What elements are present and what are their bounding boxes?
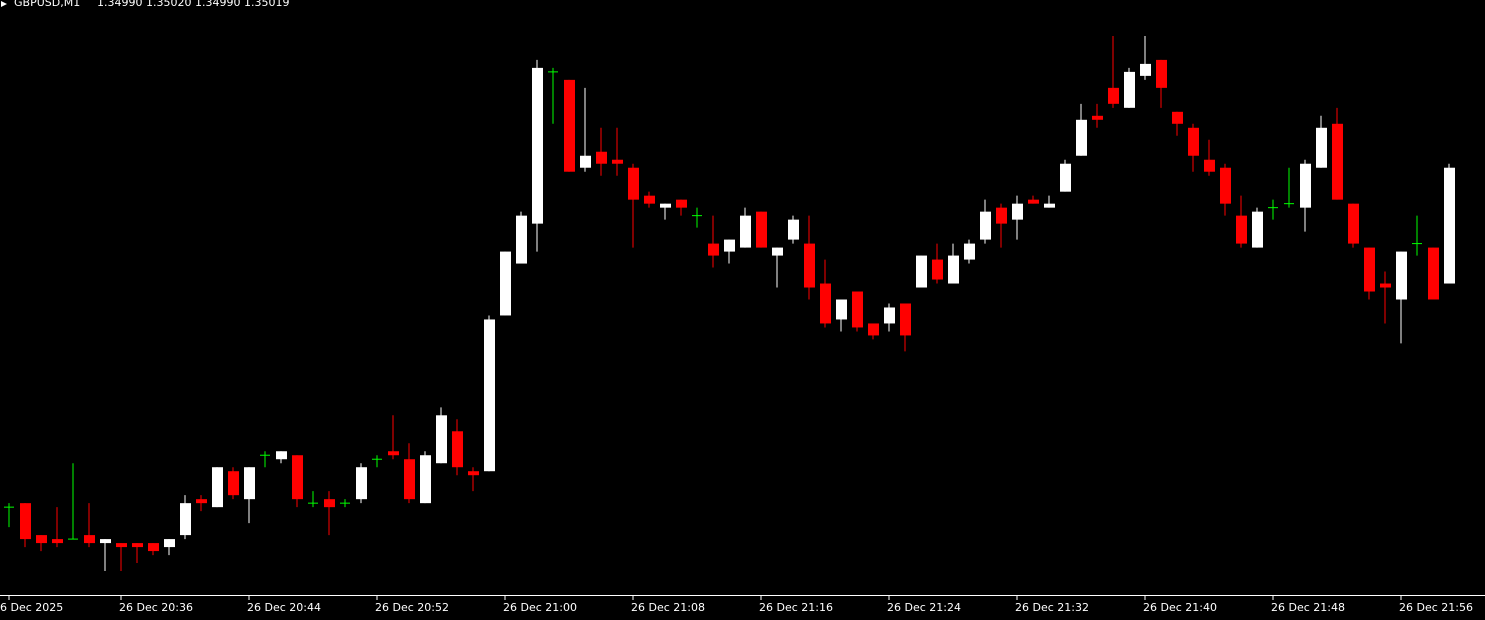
candle-body (1124, 71, 1135, 108)
candle-body (180, 503, 191, 536)
candle-body (1348, 203, 1359, 244)
candle-body (276, 451, 287, 460)
candle-body (1204, 159, 1215, 172)
candle-body (1316, 127, 1327, 168)
candle-body (1044, 203, 1055, 208)
candle-body (20, 503, 31, 540)
candle-body (980, 211, 991, 240)
candle-body (804, 243, 815, 288)
candle-body (452, 431, 463, 468)
candle-body (1364, 247, 1375, 292)
candle-body (500, 251, 511, 316)
candle-body (756, 211, 767, 248)
candle-body (1236, 215, 1247, 244)
candle-body (116, 543, 127, 548)
candle-body (1108, 87, 1119, 104)
candle-body (948, 255, 959, 284)
candle-body (1060, 163, 1071, 192)
candle-body (404, 459, 415, 500)
candle-body (644, 195, 655, 204)
candle-body (964, 243, 975, 260)
candle-body (740, 215, 751, 248)
candle-body (772, 247, 783, 256)
x-tick-label: 26 Dec 21:16 (759, 601, 833, 614)
candle-body (1380, 283, 1391, 288)
candle-body (1028, 199, 1039, 204)
candle-body (420, 455, 431, 504)
candle-body (484, 319, 495, 472)
x-tick-label: 26 Dec 20:44 (247, 601, 321, 614)
candle-body (900, 303, 911, 336)
candle-body (324, 499, 335, 508)
candle-body (244, 467, 255, 500)
x-tick-label: 26 Dec 21:24 (887, 601, 961, 614)
candle-body (724, 239, 735, 252)
candle-body (1220, 167, 1231, 204)
candle-body (916, 255, 927, 288)
candle-body (788, 219, 799, 240)
chart-title: GBPUSD,M1 (14, 0, 80, 9)
candle-body (1172, 111, 1183, 124)
candle-body (228, 471, 239, 496)
x-tick-label: 26 Dec 21:48 (1271, 601, 1345, 614)
candle-body (84, 535, 95, 544)
candle-body (1012, 203, 1023, 220)
candle-body (676, 199, 687, 208)
candle-body (148, 543, 159, 552)
x-tick-label: 26 Dec 21:40 (1143, 601, 1217, 614)
candle-body (836, 299, 847, 320)
candle-body (628, 167, 639, 200)
candle-body (596, 151, 607, 164)
x-tick-label: 6 Dec 2025 (0, 601, 63, 614)
candle-body (1428, 247, 1439, 300)
candle-body (1444, 167, 1455, 284)
symbol-icon (1, 1, 7, 7)
candle-body (884, 307, 895, 324)
candle-body (1140, 63, 1151, 76)
candle-body (52, 539, 63, 544)
candle-body (436, 415, 447, 464)
candle-body (1332, 123, 1343, 200)
candle-body (1252, 211, 1263, 248)
candle-body (532, 67, 543, 224)
candle-body (132, 543, 143, 548)
x-tick-label: 26 Dec 21:56 (1399, 601, 1473, 614)
candle-body (100, 539, 111, 544)
candle-body (36, 535, 47, 544)
candle-body (388, 451, 399, 456)
candle-body (1188, 127, 1199, 156)
x-tick-label: 26 Dec 21:08 (631, 601, 705, 614)
x-tick-label: 26 Dec 21:00 (503, 601, 577, 614)
candle-body (708, 243, 719, 256)
candle-body (564, 79, 575, 172)
x-tick-label: 26 Dec 21:32 (1015, 601, 1089, 614)
candle-body (196, 499, 207, 504)
candle-body (292, 455, 303, 500)
x-tick-label: 26 Dec 20:36 (119, 601, 193, 614)
candle-body (356, 467, 367, 500)
candle-body (996, 207, 1007, 224)
candle-body (580, 155, 591, 168)
candle-body (164, 539, 175, 548)
candle-body (660, 203, 671, 208)
candle-body (1092, 115, 1103, 120)
x-tick-label: 26 Dec 20:52 (375, 601, 449, 614)
candle-body (1396, 251, 1407, 300)
ohlc-label: 1.34990 1.35020 1.34990 1.35019 (97, 0, 289, 9)
candle-body (868, 323, 879, 336)
candle-body (612, 159, 623, 164)
candle-body (852, 291, 863, 328)
candle-body (932, 259, 943, 280)
candle-body (468, 471, 479, 476)
candle-body (1300, 163, 1311, 208)
candle-body (516, 215, 527, 264)
candle-body (1156, 59, 1167, 88)
candle-body (820, 283, 831, 324)
candle-body (212, 467, 223, 508)
candle-body (1076, 119, 1087, 156)
